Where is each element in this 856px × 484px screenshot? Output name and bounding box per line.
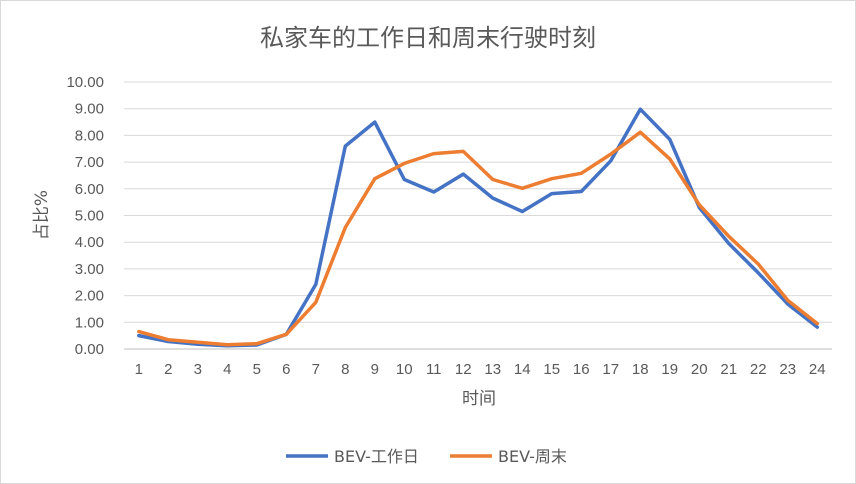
data-point <box>669 138 671 140</box>
data-point <box>757 272 759 274</box>
y-tick-label: 6.00 <box>75 181 104 198</box>
data-point <box>728 235 730 237</box>
data-point <box>256 343 258 345</box>
data-point <box>492 178 494 180</box>
y-tick-label: 1.00 <box>75 314 104 331</box>
x-tick-label: 11 <box>426 361 442 378</box>
data-point <box>226 344 228 346</box>
x-tick-label: 6 <box>282 361 290 378</box>
y-tick-label: 0.00 <box>75 341 104 358</box>
data-point <box>816 323 818 325</box>
x-tick-label: 4 <box>223 361 231 378</box>
data-point <box>757 263 759 265</box>
x-tick-label: 17 <box>602 361 619 378</box>
x-tick-label: 8 <box>341 361 349 378</box>
y-tick-label: 4.00 <box>75 234 104 251</box>
x-tick-label: 21 <box>720 361 737 378</box>
data-point <box>462 173 464 175</box>
x-tick-label: 20 <box>691 361 708 378</box>
data-point <box>787 299 789 301</box>
data-point <box>816 326 818 328</box>
data-point <box>580 172 582 174</box>
y-tick-label: 9.00 <box>75 101 104 118</box>
gridlines <box>124 81 832 350</box>
data-point <box>374 121 376 123</box>
x-tick-label: 23 <box>779 361 796 378</box>
x-tick-label: 1 <box>135 361 143 378</box>
data-point <box>315 283 317 285</box>
y-axis-title: 占比% <box>32 190 52 240</box>
data-point <box>610 160 612 162</box>
x-tick-label: 19 <box>661 361 678 378</box>
data-point <box>639 131 641 133</box>
x-tick-label: 16 <box>573 361 590 378</box>
x-tick-label: 15 <box>543 361 560 378</box>
data-point <box>698 204 700 206</box>
legend: BEV-工作日 BEV-周末 <box>286 447 567 466</box>
data-point <box>639 108 641 110</box>
data-point <box>433 153 435 155</box>
data-point <box>521 187 523 189</box>
y-tick-label: 5.00 <box>75 208 104 225</box>
data-point <box>580 190 582 192</box>
data-point <box>551 178 553 180</box>
data-point <box>344 227 346 229</box>
x-tick-label: 14 <box>514 361 531 378</box>
series-line-0 <box>137 107 820 348</box>
data-point <box>521 210 523 212</box>
data-point <box>167 339 169 341</box>
x-tick-label: 18 <box>632 361 649 378</box>
data-point <box>374 178 376 180</box>
x-tick-label: 24 <box>809 361 826 378</box>
legend-label-0: BEV-工作日 <box>334 447 419 466</box>
data-point <box>610 153 612 155</box>
x-tick-label: 22 <box>750 361 767 378</box>
series-lines <box>137 107 820 348</box>
x-tick-label: 2 <box>164 361 172 378</box>
y-tick-label: 7.00 <box>75 154 104 171</box>
data-point <box>669 158 671 160</box>
y-tick-label: 10.00 <box>66 74 104 91</box>
data-point <box>285 333 287 335</box>
legend-label-1: BEV-周末 <box>498 447 567 466</box>
y-axis-ticks: 0.00 1.00 2.00 3.00 4.00 5.00 6.00 7.00 8.00 9.00… <box>66 74 104 358</box>
data-point <box>138 331 140 333</box>
x-tick-label: 5 <box>253 361 261 378</box>
series-line-1 <box>137 130 820 347</box>
x-tick-label: 13 <box>484 361 501 378</box>
data-point <box>492 197 494 199</box>
y-tick-label: 8.00 <box>75 127 104 144</box>
data-point <box>433 191 435 193</box>
x-axis-ticks: 1 2 3 4 5 6 7 8 9 10 11 12 13 14 15 16 17 18 19 20 21 22 23 24 <box>135 361 826 378</box>
data-point <box>138 335 140 337</box>
data-point <box>787 303 789 305</box>
x-tick-label: 10 <box>396 361 413 378</box>
data-point <box>315 301 317 303</box>
chart-title: 私家车的工作日和周末行驶时刻 <box>260 24 596 52</box>
data-point <box>551 193 553 195</box>
y-tick-label: 2.00 <box>75 288 104 305</box>
data-point <box>403 178 405 180</box>
x-axis-title: 时间 <box>462 389 496 409</box>
data-point <box>728 243 730 245</box>
x-tick-label: 9 <box>371 361 379 378</box>
data-point <box>462 150 464 152</box>
y-tick-label: 3.00 <box>75 261 104 278</box>
x-tick-label: 7 <box>312 361 320 378</box>
data-point <box>344 145 346 147</box>
data-point <box>403 162 405 164</box>
x-tick-label: 12 <box>455 361 472 378</box>
data-point <box>197 341 199 343</box>
x-tick-label: 3 <box>194 361 202 378</box>
